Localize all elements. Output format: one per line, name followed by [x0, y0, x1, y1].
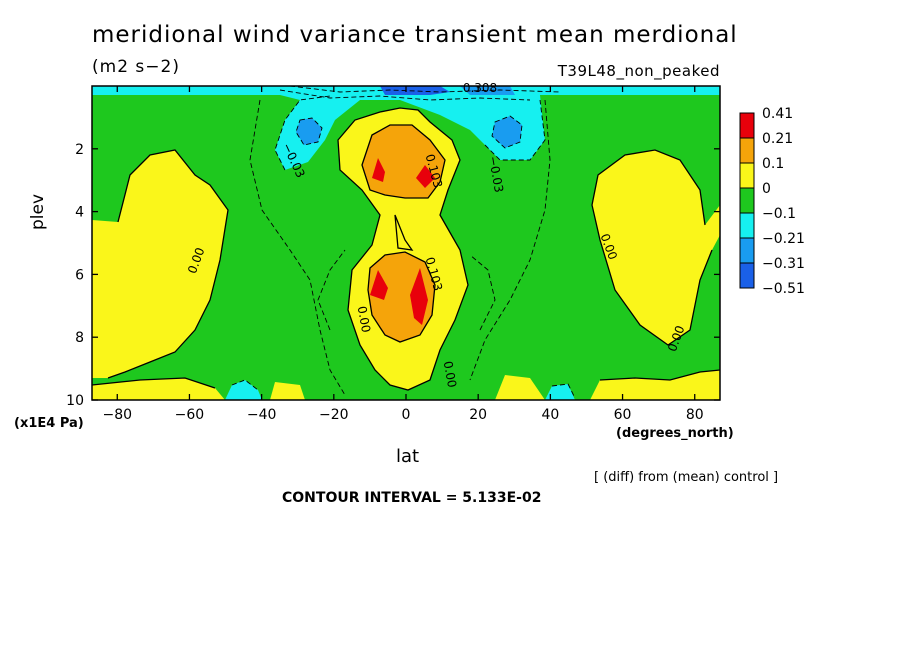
cyan-region-top	[92, 86, 720, 170]
legend-label: −0.31	[762, 256, 805, 272]
legend-label: 0.41	[762, 106, 793, 122]
red-core	[370, 270, 388, 300]
negative-contours	[231, 86, 576, 399]
contour-label: −0.03	[486, 155, 506, 194]
dashed-contour	[484, 99, 546, 161]
contour-line	[337, 107, 469, 391]
yellow-region-left	[92, 150, 228, 378]
y-tick-label: 8	[75, 330, 84, 346]
legend-swatch	[739, 112, 755, 139]
dashed-contour	[279, 89, 531, 101]
x-tick-label: 40	[541, 407, 559, 423]
contour-line	[361, 124, 446, 199]
yellow-patch-bottom	[495, 375, 545, 400]
legend-swatch	[739, 262, 755, 289]
dashed-contour	[289, 86, 561, 93]
contour-line	[394, 214, 414, 251]
legend-swatch	[739, 237, 755, 264]
legend-label: 0	[762, 181, 771, 197]
contour-line	[599, 369, 720, 381]
contour-line	[367, 251, 436, 343]
yellow-strip-bottom-left	[92, 378, 225, 400]
x-tick-label: −80	[102, 407, 132, 423]
x-axis: −80 −60 −40 −20 0 20 40 60 80	[102, 86, 704, 423]
legend-label: −0.1	[762, 206, 796, 222]
legend-label: 0.1	[762, 156, 784, 172]
x-tick-label: −60	[175, 407, 205, 423]
chart-title: meridional wind variance transient mean …	[92, 22, 738, 48]
dashed-contour	[469, 254, 496, 331]
dashed-contour	[274, 95, 331, 171]
blue-core	[492, 116, 522, 148]
yellow-patch-bottom	[270, 382, 305, 400]
x-tick-label: −20	[319, 407, 349, 423]
x-tick-label: 20	[469, 407, 487, 423]
contour-line	[107, 149, 229, 379]
contour-label: 0.00	[441, 360, 459, 389]
contour-line	[591, 149, 713, 346]
x-axis-units: (degrees_north)	[616, 426, 734, 441]
y-tick-label: 6	[75, 267, 84, 283]
contour-label: 0.00	[355, 305, 373, 334]
x-axis-label: lat	[396, 446, 420, 467]
x-tick-label: −40	[247, 407, 277, 423]
contour-lines	[92, 107, 720, 391]
color-legend: 0.41 0.21 0.1 0 −0.1 −0.21 −0.31 −0.51	[739, 106, 805, 297]
blue-core-top	[380, 86, 450, 95]
legend-label: −0.21	[762, 231, 805, 247]
yellow-region-right	[592, 150, 720, 345]
dashed-contour	[317, 249, 346, 331]
blue-core	[296, 118, 322, 145]
cyan-patch-bottom	[545, 384, 575, 400]
legend-label: 0.21	[762, 131, 793, 147]
legend-swatch	[739, 187, 755, 214]
plot-area	[92, 86, 720, 400]
run-label: T39L48_non_peaked	[557, 62, 720, 80]
legend-swatch	[739, 137, 755, 164]
dashed-contour	[295, 117, 323, 146]
units-label: (m2 s−2)	[92, 57, 180, 77]
x-tick-label: 0	[402, 407, 411, 423]
dashed-contour	[491, 115, 523, 149]
y-tick-label: 10	[66, 393, 84, 409]
contour-line	[92, 377, 216, 389]
yellow-strip-bottom-right	[590, 370, 720, 400]
y-axis-units: (x1E4 Pa)	[14, 416, 84, 431]
dashed-contour	[249, 99, 346, 396]
cyan-patch-bottom	[225, 380, 262, 400]
legend-label: −0.51	[762, 281, 805, 297]
y-tick-label: 4	[75, 205, 84, 221]
x-tick-label: 60	[614, 407, 632, 423]
legend-swatch	[739, 212, 755, 239]
red-core	[410, 268, 428, 325]
red-core	[372, 158, 385, 182]
blue-core-top	[460, 86, 515, 95]
y-tick-label: 2	[75, 142, 84, 158]
x-tick-label: 80	[686, 407, 704, 423]
contour-interval: CONTOUR INTERVAL = 5.133E-02	[282, 490, 542, 506]
y-axis: 2 4 6 8 10	[66, 142, 720, 409]
y-axis-label: plev	[28, 193, 48, 230]
legend-swatch	[739, 162, 755, 189]
dashed-contour	[469, 99, 551, 381]
dashed-contour	[231, 379, 259, 391]
dashed-contour	[551, 383, 576, 399]
diff-note: [ (diff) from (mean) control ]	[594, 470, 779, 485]
contour-label: 0.308	[463, 81, 497, 95]
red-core	[416, 165, 435, 188]
